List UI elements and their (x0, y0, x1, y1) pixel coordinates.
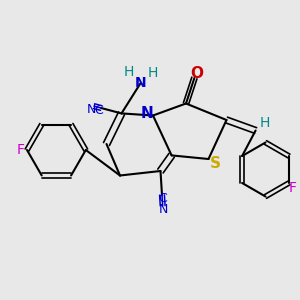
Text: N: N (141, 106, 153, 121)
Text: H: H (147, 66, 158, 80)
Text: F: F (17, 143, 25, 157)
Text: C: C (158, 191, 167, 205)
Text: H: H (124, 65, 134, 79)
Text: H: H (260, 116, 270, 130)
Text: S: S (210, 156, 220, 171)
Text: O: O (190, 66, 203, 81)
Text: N: N (135, 76, 146, 90)
Text: N: N (87, 103, 96, 116)
Text: C: C (94, 104, 103, 118)
Text: F: F (289, 182, 296, 195)
Text: N: N (159, 203, 168, 216)
